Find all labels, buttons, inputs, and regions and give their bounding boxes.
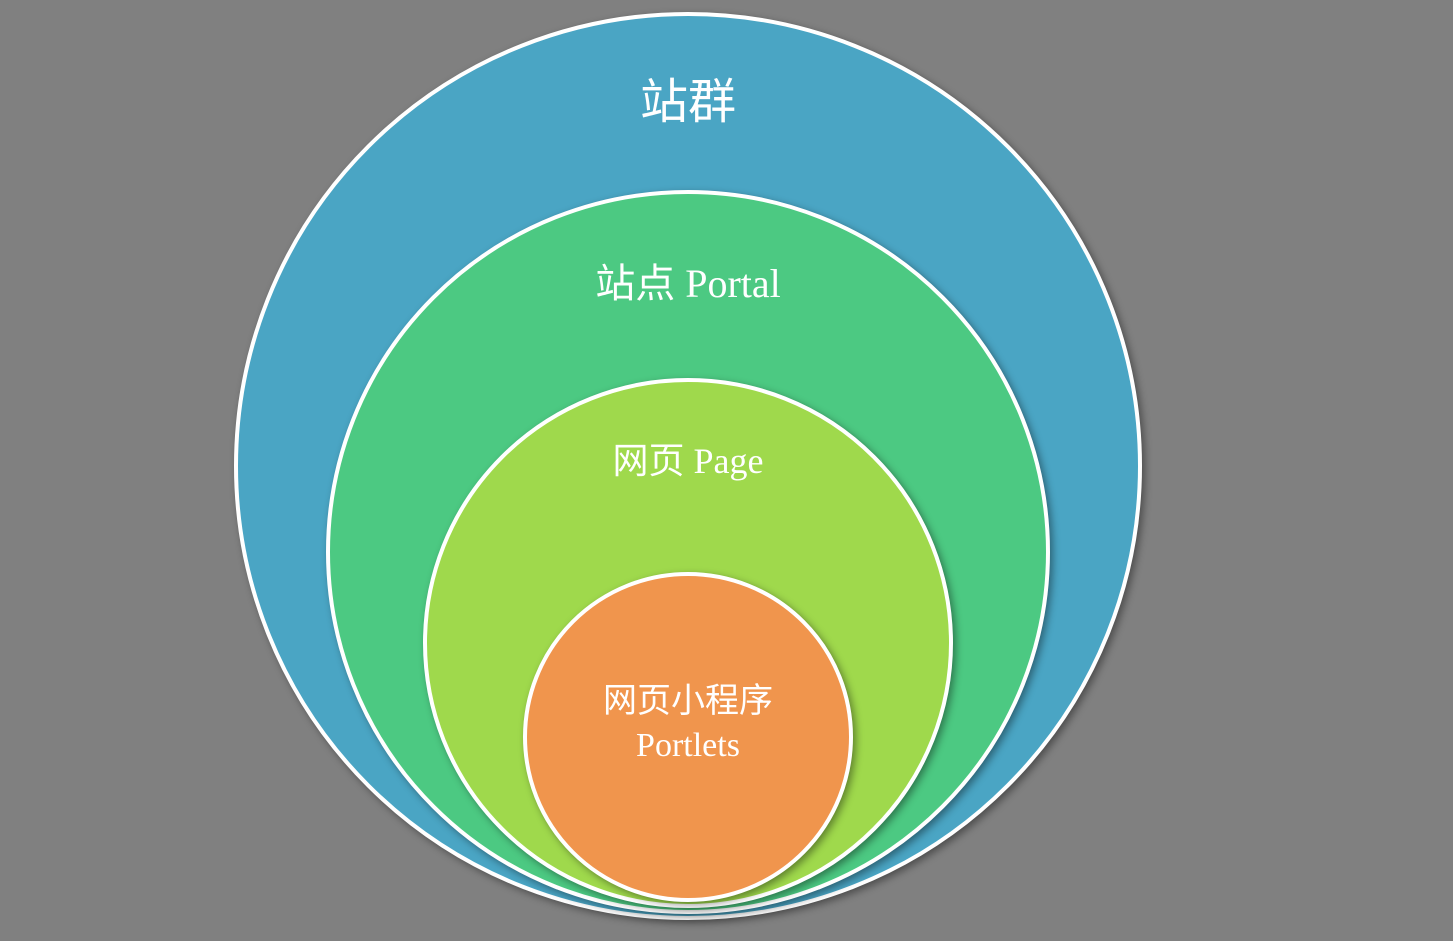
nested-circle-diagram: 站群 站点 Portal 网页 Page 网页小程序Portlets [0,0,1453,941]
circle-third-label: 网页 Page [613,438,764,485]
circle-outer-label: 站群 [640,72,736,134]
circle-inner-label: 网页小程序Portlets [603,680,773,768]
circle-second-label: 站点 Portal [595,258,781,310]
